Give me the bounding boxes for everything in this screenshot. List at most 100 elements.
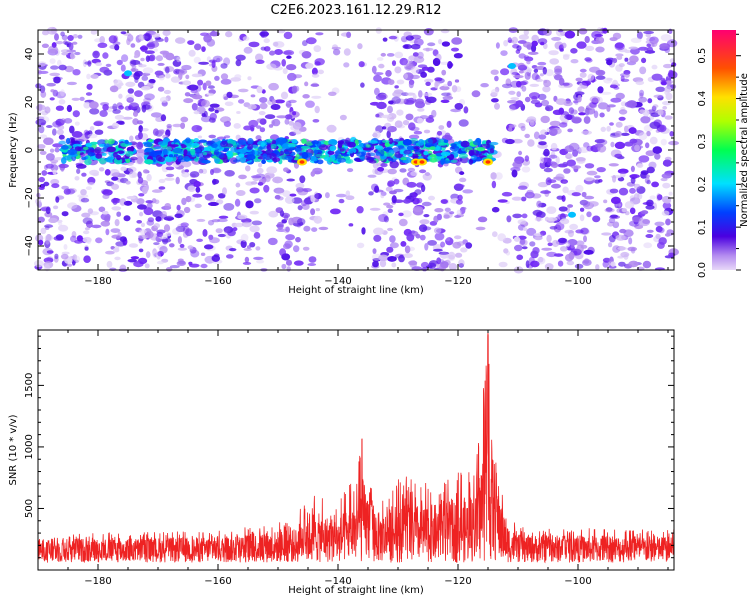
heatmap-cell [66,49,77,53]
heatmap-cell [660,138,667,146]
heatmap-cell [84,227,90,231]
heatmap-cell [634,193,640,200]
heatmap-cell [426,96,437,104]
heatmap-cell [530,260,540,268]
heatmap-cell [565,153,573,160]
heatmap-cell [406,181,417,188]
heatmap-cell [38,239,44,246]
heatmap-cell [438,38,442,45]
heatmap-cell [279,248,286,257]
heatmap-cell [141,75,149,81]
heatmap-cell [542,67,547,75]
heatmap-cell [54,253,59,260]
snr-y-tick-label: 1000 [24,434,35,459]
heatmap-cell [621,207,628,213]
heatmap-cell [311,95,322,99]
colorbar-gradient [712,30,736,270]
heatmap-cell [543,43,548,50]
heatmap-cell [635,80,645,86]
heatmap-band-cell [358,143,365,147]
heatmap-cell [245,200,254,209]
heatmap-cell [243,248,252,251]
heatmap-cell [667,70,678,79]
heatmap-cell [68,42,74,51]
heatmap-cell [238,174,247,180]
heatmap-cell [624,57,629,62]
heatmap-cell [387,208,393,213]
heatmap-band-cell [348,148,354,154]
heatmap-cell [601,232,612,236]
heatmap-cell [152,128,159,136]
heatmap-cell [160,114,167,122]
heatmap-cell [136,156,143,165]
heatmap-cell [451,85,458,93]
heatmap-cell [380,162,388,168]
snr-y-tick-label: 500 [24,499,35,518]
heatmap-band-cell [162,148,168,156]
heatmap-cell [408,81,414,89]
heatmap-cell [549,58,560,65]
heatmap-cell [387,126,397,133]
heatmap-band-cell [309,156,317,162]
heatmap-cell [184,92,191,97]
heatmap-cell [586,170,598,176]
heatmap-cell [663,63,673,69]
heatmap-cell [89,126,95,131]
heatmap-cell [516,254,524,261]
heatmap-cell [111,234,121,239]
heatmap-cell [582,259,592,266]
heatmap-cell [508,124,517,128]
heatmap-band-cell [143,142,153,148]
heatmap-cell [86,220,93,228]
heatmap-cell [273,187,285,194]
heatmap-cell [209,112,217,121]
heatmap-cell [43,137,54,145]
heatmap-cell [71,97,81,101]
heatmap-cell [72,110,80,118]
heatmap-cell [56,129,64,136]
heatmap-cell [612,58,618,64]
heatmap-cell [561,42,567,49]
heatmap-cell [223,203,235,211]
heatmap-cell [181,64,192,71]
heatmap-cell [651,64,658,70]
heatmap-cell [317,69,324,75]
heatmap-cell [565,153,573,160]
heatmap-band-cell [246,154,256,161]
heatmap-cell [566,153,571,158]
heatmap-cell [286,64,297,71]
heatmap-cell [578,112,586,116]
heatmap-band-cell [90,141,98,145]
heatmap-cell [133,55,138,59]
heatmap-cell [519,238,526,245]
heatmap-cell [81,172,87,177]
heatmap-cell [651,105,657,112]
heatmap-cell [115,241,126,247]
heatmap-cell [629,138,638,144]
heatmap-cell [405,92,416,96]
heatmap-band-cell [284,151,290,155]
heatmap-cell [44,106,51,114]
heatmap-cell [526,227,537,236]
heatmap-band-cell [165,156,170,160]
heatmap-cell [424,78,434,83]
heatmap-cell [46,234,52,241]
heatmap-cell [223,96,228,100]
heatmap-cell [558,206,568,212]
heatmap-cell [121,54,129,62]
heatmap-band-cell [313,149,318,155]
heatmap-cell [248,119,259,128]
heatmap-cell [128,102,140,110]
heatmap-cell [547,179,557,184]
heatmap-cell [45,153,55,161]
heatmap-band-cell [458,153,468,159]
heatmap-cell [602,260,609,268]
heatmap-cell [394,120,403,128]
heatmap-cell [618,187,629,196]
heatmap-cell [609,122,614,126]
heatmap-cell [500,50,508,56]
heatmap-band-cell [316,159,324,165]
heatmap-cell [70,235,77,243]
heatmap-cell [258,111,266,116]
heatmap-cell [163,224,171,232]
